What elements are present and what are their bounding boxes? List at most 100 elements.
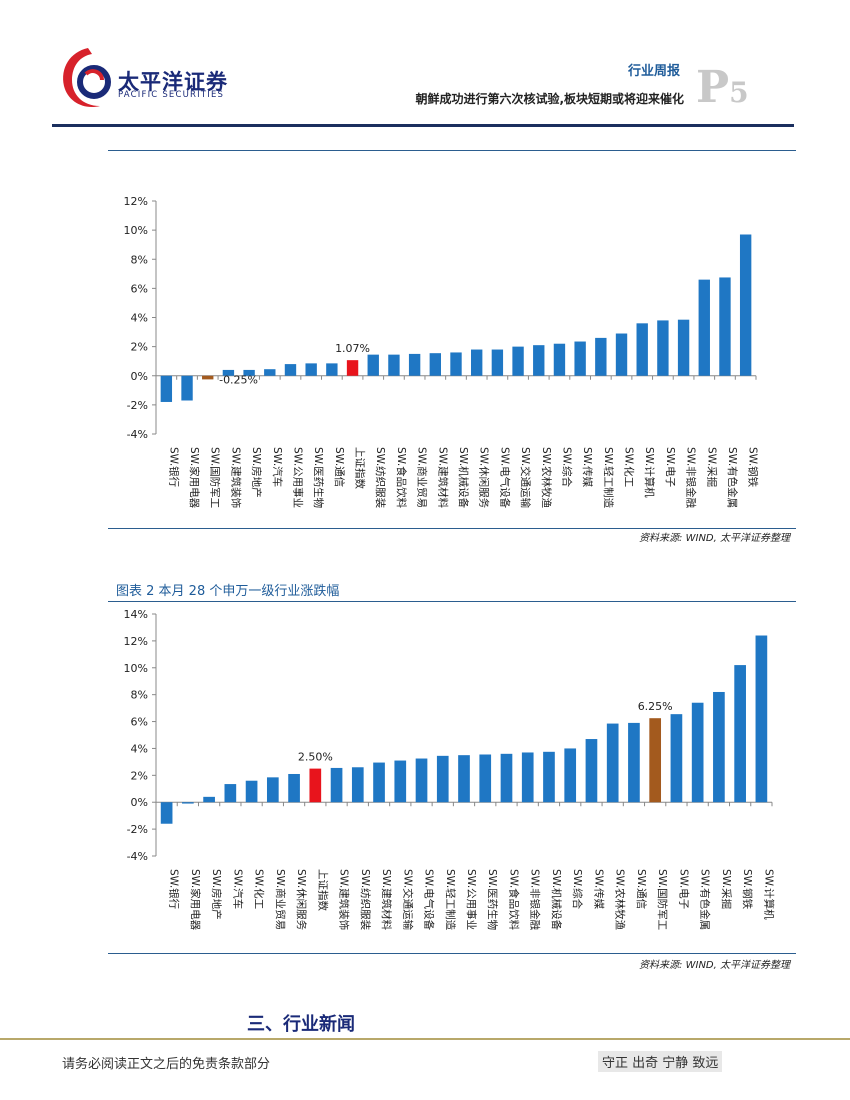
chart2-data-label: 2.50% [298,751,333,764]
chart2-top-rule [108,601,796,602]
chart2-category-label: SW.机械设备 [550,869,563,931]
chart1-bar [202,375,214,380]
footer-motto: 守正 出奇 宁静 致远 [598,1051,723,1072]
chart1-source: 资料来源: WIND, 太平洋证券整理 [639,533,790,544]
chart2-category-label: SW.计算机 [762,869,775,920]
chart1-category-label: SW.国防军工 [209,447,222,508]
chart2-bar [564,748,577,803]
chart2-y-tick-label: -2% [127,823,148,836]
page-digit: 5 [729,76,749,109]
chart2-bar [266,777,279,803]
section-title: 三、行业新闻 [247,1014,355,1035]
chart1-bar [615,333,628,376]
chart1-category-label: SW.非银金融 [685,447,698,509]
chart1-y-tick-label: 12% [124,195,148,208]
chart2-bar [203,796,215,803]
chart1-bar [595,337,607,376]
chart1-category-label: SW.建筑装饰 [229,447,242,508]
chart2-y-tick-label: 12% [124,635,148,648]
chart1-bar [346,360,359,376]
chart2-category-label: SW.汽车 [231,869,244,909]
chart2-category-label: SW.农林牧渔 [614,869,627,930]
chart2-bar [309,768,322,803]
chart1-category-label: SW.商业贸易 [416,447,429,508]
chart2-category-label: SW.纺织服装 [359,869,372,931]
chart2-y-tick-label: 2% [131,769,148,782]
chart2-bar [479,754,492,803]
chart1-category-label: SW.电子 [664,447,677,487]
chart2-bar [288,773,300,803]
chart1-category-label: SW.食品饮料 [395,447,408,509]
chart2-category-label: SW.公用事业 [465,869,478,930]
chart1-container: -4% -2% 0% 2% 4% 6% 8% 10% 12% SW.银行 SW.家用电器 SW.国防军… [108,190,798,534]
chart1-bar [243,369,255,376]
chart1-source-rule [108,528,796,529]
chart2-bar [521,752,534,803]
chart1-bar [305,363,317,376]
chart1-category-label: SW.公用事业 [291,447,304,508]
chart2-y-tick-label: 14% [124,608,148,621]
chart1-data-label: -0.25% [219,373,258,386]
chart1-category-label: SW.机械设备 [457,447,470,509]
chart2-category-label: SW.传媒 [592,869,605,910]
chart2-svg: -4% -2% 0% 2% 4% 6% 8% 10% 12% 14% SW.银行 SW.家用电器 SW.… [124,608,776,931]
chart2-category-label: SW.交通运输 [401,869,414,931]
chart1-bar [677,319,690,376]
chart1-bar [574,341,586,376]
footer-divider [0,1038,850,1040]
chart1-bar [264,369,276,376]
chart1-y-tick-label: 6% [131,282,148,295]
chart2-category-label: SW.电气设备 [423,869,436,931]
chart2-bar [628,722,640,803]
chart1-y-tick-label: 2% [131,341,148,354]
chart1-y-tick-label: 10% [124,224,148,237]
chart1-bar [657,320,669,376]
chart1-category-label: SW.汽车 [271,447,284,487]
report-title: 朝鲜成功进行第六次核试验,板块短期或将迎来催化 [415,92,684,106]
chart1-svg: -4% -2% 0% 2% 4% 6% 8% 10% 12% SW.银行 SW.家用电器 SW.国防军… [124,195,760,509]
chart1-category-label: SW.传媒 [581,447,594,488]
chart1-category-label: SW.建筑材料 [436,447,449,509]
chart2-bar [330,767,343,803]
chart1-data-label: 1.07% [335,342,370,355]
chart2-category-label: SW.医药生物 [486,869,499,930]
chart1-bar [491,349,504,376]
chart2-bar [500,753,513,803]
chart1-category-label: SW.轻工制造 [602,447,615,509]
company-name-en: PACIFIC SECURITIES [118,90,225,100]
chart1-bar [408,353,421,376]
chart2-y-tick-label: 4% [131,742,148,755]
chart1-bar [367,354,379,376]
chart1-category-label: SW.通信 [333,447,345,487]
chart2-category-label: SW.轻工制造 [444,869,457,931]
chart2-bar [373,762,385,803]
chart2-bar [670,714,683,803]
chart2-category-label: SW.有色金属 [699,869,712,930]
logo-emblem-icon [63,48,111,108]
chart2-category-label: SW.食品饮料 [507,869,520,931]
chart2-y-tick-label: 8% [131,689,148,702]
chart2-bar [755,635,768,803]
chart1-category-label: SW.有色金属 [726,447,739,508]
chart1-bar [181,375,193,401]
chart1-category-label: 上证指数 [354,447,367,489]
chart1-category-label: SW.钢铁 [747,447,760,488]
chart2-source-rule [108,953,796,954]
chart1-y-tick-label: -2% [127,399,148,412]
chart1-category-label: SW.家用电器 [188,447,201,509]
chart1-category-label: SW.银行 [167,447,180,488]
chart1-y-tick-label: 4% [131,312,148,325]
chart2-bar [245,780,258,803]
chart1-bar [222,369,235,376]
chart1-category-label: SW.农林牧渔 [540,447,553,508]
chart1-top-rule [108,150,796,151]
chart2-caption: 图表 2 本月 28 个申万一级行业涨跌幅 [116,584,340,599]
chart1-category-label: SW.综合 [560,447,573,488]
chart2-category-label: SW.银行 [168,869,181,910]
chart1-category-label: SW.化工 [623,447,636,487]
chart2-source: 资料来源: WIND, 太平洋证券整理 [639,960,790,971]
chart1-category-label: SW.房地产 [250,447,263,498]
chart2-category-label: SW.非银金融 [529,869,542,931]
chart2-bar [543,751,555,803]
chart1-bar [429,353,441,376]
